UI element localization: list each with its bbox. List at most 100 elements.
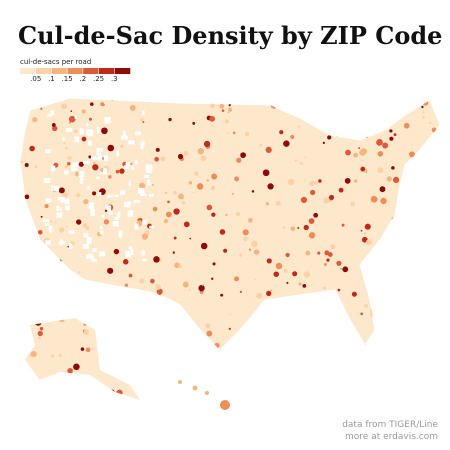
alaska: [25, 318, 140, 400]
zip-area: [428, 227, 433, 232]
zip-area: [275, 388, 282, 396]
zip-area: [407, 305, 413, 311]
zip-area: [358, 147, 361, 150]
no-data-area: [145, 167, 152, 173]
zip-area: [249, 364, 256, 371]
zip-area: [333, 298, 340, 305]
zip-area: [360, 229, 363, 232]
zip-area: [102, 317, 106, 321]
no-data-area: [114, 194, 119, 198]
zip-area: [389, 136, 394, 141]
no-data-area: [63, 170, 69, 175]
no-data-area: [45, 240, 51, 245]
zip-area: [424, 340, 430, 346]
zip-area: [167, 200, 170, 204]
no-data-area: [128, 246, 133, 250]
no-data-area: [96, 148, 101, 156]
legend-swatch: [67, 68, 84, 74]
zip-area: [219, 348, 226, 354]
zip-area: [430, 220, 435, 225]
zip-area: [24, 194, 30, 200]
no-data-area: [120, 135, 128, 140]
no-data-area: [88, 133, 93, 137]
no-data-area: [108, 211, 113, 215]
zip-area: [77, 374, 82, 379]
legend-swatch: [82, 68, 99, 74]
zip-area: [359, 149, 366, 156]
zip-area: [62, 192, 69, 199]
zip-area: [20, 160, 23, 163]
zip-area: [32, 117, 38, 123]
zip-area: [140, 118, 144, 122]
zip-area: [58, 187, 65, 194]
zip-area: [422, 100, 429, 106]
zip-area: [108, 389, 115, 396]
zip-area: [152, 206, 158, 212]
zip-area: [156, 288, 163, 295]
zip-area: [165, 211, 172, 218]
zip-area: [389, 129, 393, 133]
zip-area: [196, 183, 204, 190]
zip-area: [102, 340, 108, 346]
zip-area: [173, 236, 177, 240]
hawaii: [178, 380, 230, 410]
zip-area: [63, 141, 66, 145]
zip-area: [401, 209, 405, 213]
zip-area: [119, 168, 125, 174]
zip-area: [210, 186, 216, 191]
zip-area: [298, 379, 303, 384]
legend-title: cul-de-sacs per road: [20, 58, 91, 66]
no-data-area: [56, 205, 60, 212]
zip-area: [343, 386, 348, 391]
zip-area: [332, 383, 337, 389]
zip-area: [173, 373, 179, 379]
zip-area: [372, 304, 379, 310]
zip-area: [402, 110, 407, 114]
no-data-area: [147, 179, 151, 186]
zip-area: [183, 150, 189, 156]
zip-area: [228, 327, 231, 330]
zip-area: [350, 201, 356, 207]
zip-area: [292, 271, 298, 277]
zip-area: [160, 325, 165, 330]
zip-area: [377, 167, 384, 174]
zip-area: [235, 211, 241, 217]
zip-area: [232, 131, 236, 135]
zip-area: [39, 327, 44, 331]
zip-area: [305, 250, 311, 256]
zip-area: [173, 190, 177, 195]
zip-area: [318, 336, 321, 339]
no-data-area: [92, 248, 97, 253]
zip-area: [219, 103, 225, 109]
zip-area: [385, 303, 390, 308]
zip-area: [123, 259, 129, 265]
no-data-area: [97, 192, 102, 196]
zip-area: [229, 313, 232, 316]
zip-area: [132, 302, 137, 307]
zip-area: [351, 291, 357, 297]
zip-area: [414, 361, 422, 368]
no-data-area: [62, 137, 65, 141]
zip-area: [285, 252, 290, 258]
zip-area: [78, 392, 81, 395]
no-data-area: [120, 190, 126, 195]
zip-area: [265, 202, 270, 206]
zip-area: [194, 171, 199, 176]
zip-area: [24, 272, 29, 277]
zip-area: [299, 322, 306, 329]
no-data-area: [65, 205, 71, 211]
zip-area: [129, 162, 133, 166]
zip-area: [354, 179, 358, 183]
no-data-area: [79, 127, 84, 135]
zip-area: [95, 393, 101, 398]
zip-area: [421, 262, 427, 268]
zip-area: [76, 219, 82, 225]
zip-area: [299, 162, 303, 166]
zip-area: [228, 390, 235, 397]
no-data-area: [74, 136, 79, 143]
zip-area: [244, 131, 250, 137]
zip-area: [174, 262, 180, 269]
zip-area: [141, 233, 149, 240]
zip-area: [178, 264, 183, 268]
no-data-area: [142, 219, 147, 225]
